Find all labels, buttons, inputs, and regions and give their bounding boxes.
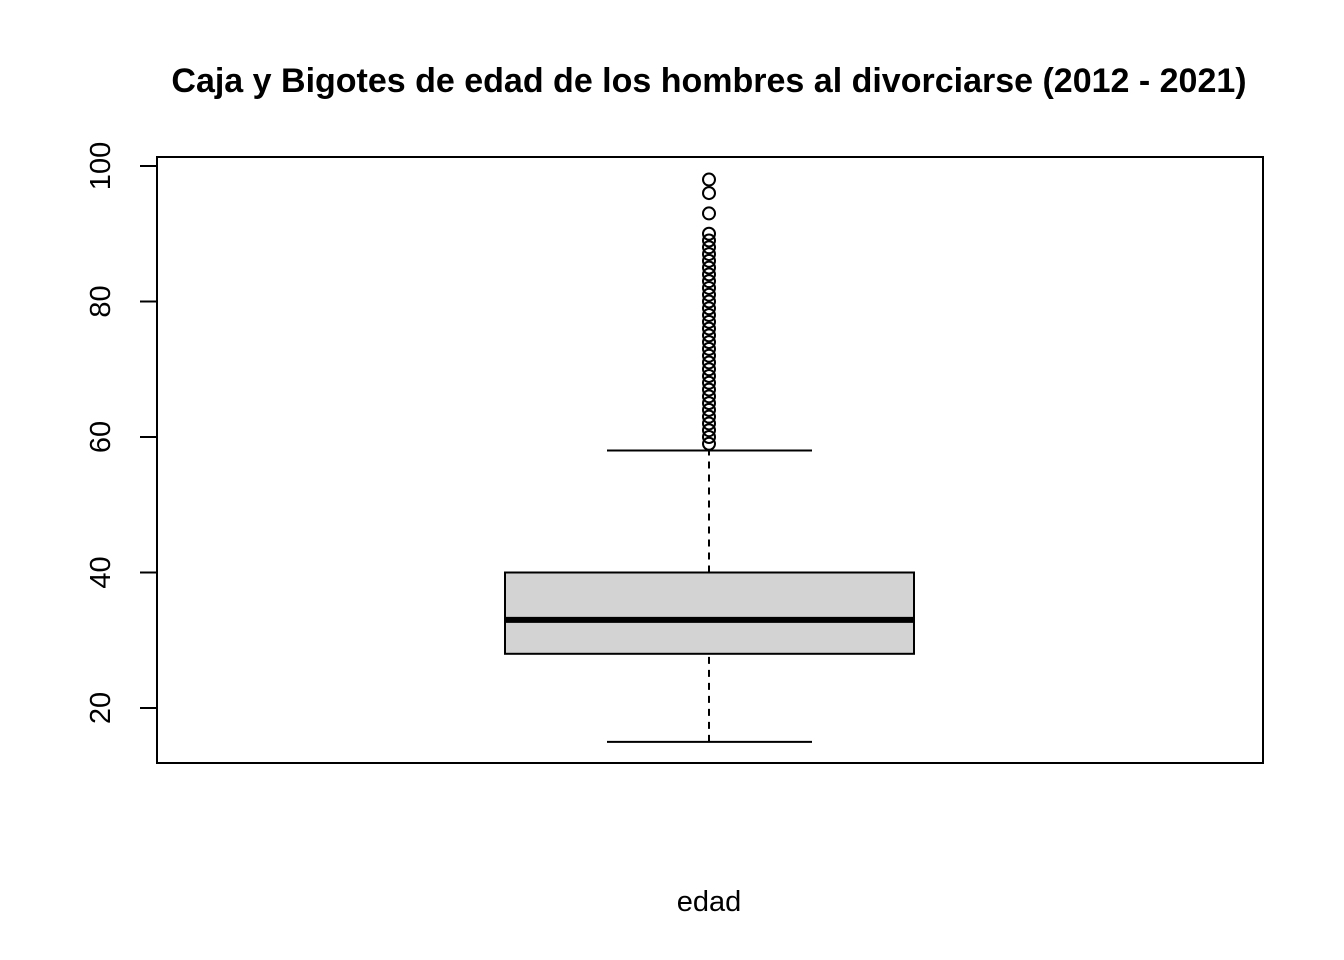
chart-title: Caja y Bigotes de edad de los hombres al… <box>171 62 1246 100</box>
outlier-point <box>702 389 716 404</box>
outlier-point <box>702 402 716 417</box>
y-tick-label: 40 <box>85 556 117 588</box>
outlier-point <box>702 362 716 377</box>
outlier-point <box>702 430 716 444</box>
outlier-point <box>702 233 716 248</box>
x-axis-label: edad <box>677 886 742 918</box>
outlier-point <box>702 308 716 323</box>
outlier-point <box>702 274 716 289</box>
outlier-point <box>702 240 716 255</box>
outlier-point <box>702 375 716 390</box>
outlier-point <box>702 314 716 329</box>
outlier-point <box>702 294 716 309</box>
outlier-point <box>702 355 716 370</box>
box-and-whiskers <box>504 449 915 743</box>
outlier-point <box>702 287 716 302</box>
outlier-point <box>702 396 716 411</box>
outlier-point <box>702 369 716 384</box>
outlier-point <box>702 416 716 431</box>
outlier-point <box>702 301 716 316</box>
outlier-point <box>702 260 716 275</box>
outlier-point <box>702 409 716 424</box>
outlier-point <box>702 267 716 282</box>
outlier-point <box>702 172 716 187</box>
outlier-point <box>702 348 716 363</box>
y-tick-label: 80 <box>85 285 117 317</box>
outlier-point <box>702 328 716 343</box>
outlier-point <box>702 436 716 451</box>
y-tick-label: 100 <box>85 142 117 190</box>
outlier-point <box>702 423 716 438</box>
outlier-point <box>702 186 716 201</box>
outlier-point <box>702 341 716 356</box>
y-tick-label: 60 <box>85 421 117 453</box>
outlier-points <box>702 172 716 451</box>
outlier-point <box>702 226 716 241</box>
outlier-point <box>702 247 716 262</box>
outlier-point <box>702 280 716 295</box>
outlier-point <box>702 321 716 336</box>
outlier-point <box>702 382 716 397</box>
outlier-point <box>702 253 716 268</box>
y-tick-label: 20 <box>85 692 117 724</box>
outlier-point <box>702 335 716 350</box>
outlier-point <box>702 206 716 221</box>
y-axis: 20 40 60 80 100 <box>85 142 157 724</box>
iqr-box <box>504 571 915 655</box>
